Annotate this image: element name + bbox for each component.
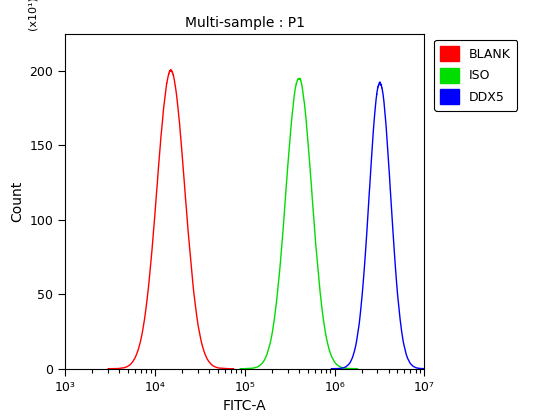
Title: Multi-sample : P1: Multi-sample : P1 [185,16,305,30]
Y-axis label: Count: Count [10,181,24,222]
X-axis label: FITC-A: FITC-A [223,399,267,413]
Legend: BLANK, ISO, DDX5: BLANK, ISO, DDX5 [434,40,517,111]
Text: (x10¹): (x10¹) [28,0,38,30]
